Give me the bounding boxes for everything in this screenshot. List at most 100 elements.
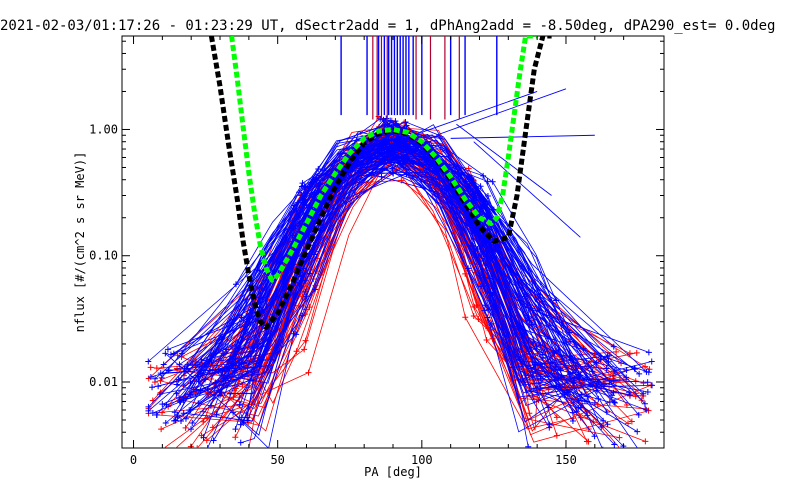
- blue-marker: [302, 288, 309, 295]
- blue-marker: [587, 381, 594, 388]
- blue-marker: [573, 408, 580, 415]
- blue-marker: [149, 384, 156, 391]
- red-marker: [646, 366, 653, 373]
- blue-marker: [295, 199, 302, 206]
- blue-marker: [637, 449, 643, 455]
- blue-marker: [533, 343, 540, 350]
- blue-marker: [395, 134, 402, 141]
- blue-marker: [189, 419, 196, 426]
- blue-marker: [645, 349, 652, 356]
- blue-marker: [218, 371, 225, 378]
- blue-marker: [303, 293, 310, 300]
- red-marker: [640, 380, 647, 387]
- blue-marker: [201, 376, 208, 383]
- blue-marker: [578, 404, 585, 411]
- red-marker: [302, 337, 309, 344]
- blue-marker: [164, 346, 171, 353]
- blue-marker: [311, 286, 318, 293]
- blue-marker: [177, 418, 184, 425]
- blue-marker: [600, 417, 607, 424]
- red-marker: [616, 376, 623, 383]
- blue-marker: [188, 426, 195, 433]
- blue-marker: [174, 412, 181, 419]
- blue-marker: [180, 410, 187, 417]
- red-marker: [475, 315, 482, 322]
- blue-marker: [480, 172, 487, 179]
- blue-marker: [400, 164, 407, 171]
- red-marker: [553, 414, 560, 421]
- blue-marker: [477, 183, 484, 190]
- red-marker: [194, 445, 201, 448]
- blue-marker: [636, 370, 643, 377]
- blue-marker: [471, 196, 478, 203]
- blue-marker: [570, 379, 577, 386]
- red-marker: [305, 369, 312, 376]
- red-marker: [628, 418, 635, 425]
- blue-marker: [237, 439, 244, 446]
- blue-marker: [237, 421, 244, 428]
- y-tick-label: 0.10: [89, 249, 118, 263]
- blue-marker: [626, 389, 633, 396]
- red-marker: [203, 437, 210, 444]
- blue-marker: [466, 173, 473, 180]
- red-marker: [526, 410, 533, 417]
- blue-marker: [230, 362, 237, 369]
- blue-marker: [153, 411, 160, 418]
- blue-marker: [299, 180, 306, 187]
- blue-marker: [598, 424, 605, 431]
- blue-marker: [171, 409, 178, 416]
- blue-marker: [307, 270, 314, 277]
- blue-marker: [193, 386, 200, 393]
- blue-marker: [149, 410, 156, 417]
- blue-marker: [381, 122, 388, 129]
- chart-title: 2021-02-03/01:17:26 - 01:23:29 UT, dSect…: [0, 18, 775, 34]
- blue-marker: [383, 115, 390, 122]
- blue-marker: [233, 281, 240, 288]
- blue-marker: [387, 117, 394, 124]
- red-marker: [616, 434, 623, 441]
- x-tick-label: 100: [411, 453, 433, 467]
- red-marker: [462, 270, 469, 277]
- blue-marker: [611, 399, 618, 406]
- red-marker: [293, 348, 300, 355]
- blue-marker: [557, 365, 564, 372]
- red-marker: [613, 348, 620, 355]
- blue-marker: [569, 409, 576, 416]
- blue-marker: [403, 146, 410, 153]
- red-marker: [244, 455, 250, 461]
- blue-marker: [606, 352, 613, 359]
- blue-marker: [487, 321, 494, 328]
- red-marker: [483, 337, 490, 344]
- blue-marker: [402, 154, 409, 161]
- blue-marker: [167, 351, 174, 358]
- blue-marker: [207, 402, 214, 409]
- red-marker: [159, 409, 166, 416]
- blue-marker: [145, 407, 152, 414]
- blue-outlier-3: [473, 141, 581, 238]
- red-marker: [626, 350, 633, 357]
- blue-marker: [207, 367, 214, 374]
- blue-marker: [487, 255, 494, 262]
- blue-marker: [611, 441, 618, 448]
- blue-marker: [606, 378, 613, 385]
- blue-marker: [486, 226, 493, 233]
- blue-marker: [175, 376, 182, 383]
- blue-marker: [377, 115, 384, 122]
- green-fit-curve: [229, 36, 538, 283]
- blue-marker: [181, 365, 188, 372]
- y-tick-label: 0.01: [89, 375, 118, 389]
- red-marker: [209, 424, 216, 431]
- blue-marker: [172, 417, 179, 424]
- red-marker: [301, 346, 308, 353]
- blue-marker: [293, 331, 300, 338]
- y-axis-label: nflux [#/(cm^2 s sr MeV)]: [73, 152, 87, 333]
- blue-marker: [160, 361, 167, 368]
- blue-marker: [379, 158, 386, 165]
- blue-marker: [238, 360, 245, 367]
- blue-marker: [152, 375, 159, 382]
- blue-marker: [156, 391, 163, 398]
- red-marker: [633, 349, 640, 356]
- blue-marker: [603, 365, 610, 372]
- blue-marker: [232, 426, 239, 433]
- blue-marker: [247, 307, 254, 314]
